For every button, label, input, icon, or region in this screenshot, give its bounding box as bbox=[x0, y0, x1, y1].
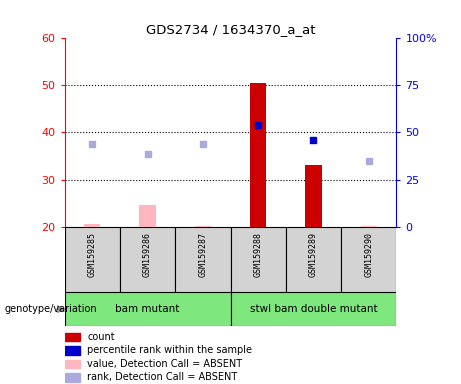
Title: GDS2734 / 1634370_a_at: GDS2734 / 1634370_a_at bbox=[146, 23, 315, 36]
Bar bbox=[139, 205, 156, 227]
Text: GSM159290: GSM159290 bbox=[364, 232, 373, 277]
Text: count: count bbox=[87, 332, 115, 342]
Bar bbox=[286, 227, 341, 292]
Bar bbox=[65, 373, 80, 382]
Bar bbox=[84, 224, 100, 227]
Text: GSM159288: GSM159288 bbox=[254, 232, 263, 277]
Bar bbox=[65, 333, 80, 341]
Text: percentile rank within the sample: percentile rank within the sample bbox=[87, 345, 252, 356]
Text: bam mutant: bam mutant bbox=[115, 304, 180, 314]
Bar bbox=[65, 346, 80, 355]
Bar bbox=[250, 83, 266, 227]
Bar bbox=[341, 227, 396, 292]
Text: GSM159286: GSM159286 bbox=[143, 232, 152, 277]
Text: GSM159289: GSM159289 bbox=[309, 232, 318, 277]
Bar bbox=[361, 226, 377, 227]
Bar bbox=[305, 166, 322, 227]
Bar bbox=[175, 227, 230, 292]
Bar bbox=[195, 226, 211, 227]
Text: rank, Detection Call = ABSENT: rank, Detection Call = ABSENT bbox=[87, 372, 237, 382]
Bar bbox=[230, 227, 286, 292]
Text: value, Detection Call = ABSENT: value, Detection Call = ABSENT bbox=[87, 359, 242, 369]
Bar bbox=[65, 292, 230, 326]
Text: genotype/variation: genotype/variation bbox=[5, 304, 97, 314]
Bar bbox=[230, 292, 396, 326]
Text: GSM159287: GSM159287 bbox=[198, 232, 207, 277]
Text: GSM159285: GSM159285 bbox=[88, 232, 97, 277]
Bar bbox=[65, 227, 120, 292]
Bar bbox=[65, 359, 80, 368]
Bar bbox=[120, 227, 175, 292]
Text: stwl bam double mutant: stwl bam double mutant bbox=[250, 304, 377, 314]
